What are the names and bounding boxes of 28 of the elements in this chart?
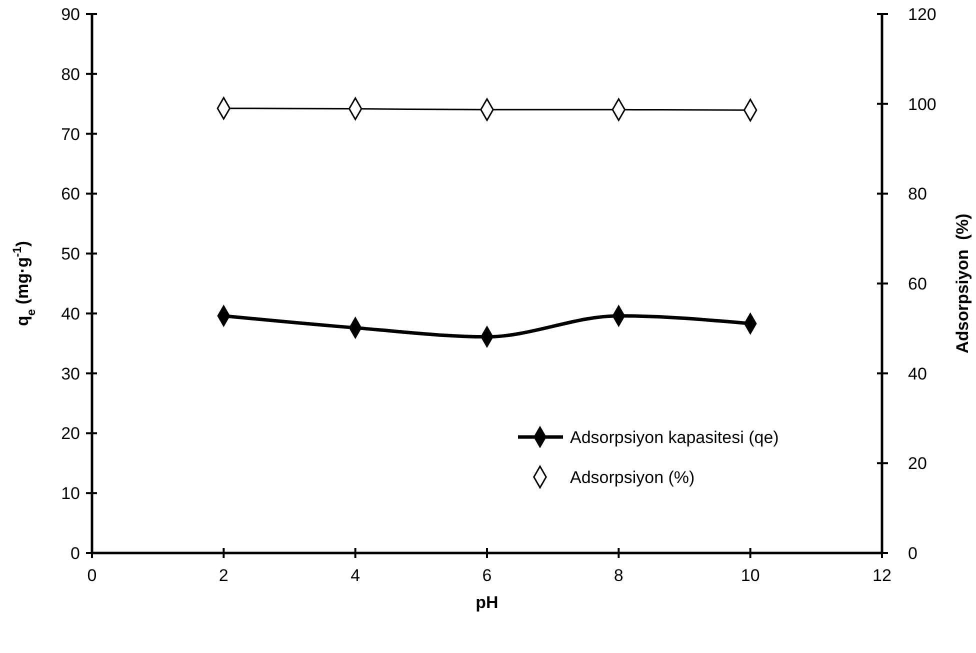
x-tick-label: 10: [740, 566, 760, 585]
x-tick-label: 0: [87, 566, 97, 585]
y2-axis-title: Adsorpsiyon (%): [953, 214, 972, 354]
legend-label: Adsorpsiyon (%): [570, 468, 695, 487]
y2-tick-label: 0: [908, 544, 918, 563]
y2-tick-label: 20: [908, 454, 927, 474]
y-tick-label: 70: [61, 124, 80, 144]
y-tick-label: 60: [61, 184, 80, 204]
x-tick-label: 12: [872, 566, 892, 585]
y2-tick-label: 120: [908, 5, 936, 24]
y2-tick-label: 40: [908, 364, 927, 384]
y-tick-label: 30: [61, 364, 80, 384]
y-tick-label: 50: [61, 244, 80, 264]
x-tick-label: 2: [218, 566, 228, 585]
y-tick-label: 0: [70, 544, 80, 563]
y-tick-label: 40: [61, 304, 80, 324]
y2-tick-label: 80: [908, 184, 927, 204]
y2-tick-label: 60: [908, 274, 927, 294]
y-tick-label: 20: [61, 424, 80, 444]
y2-tick-label: 100: [908, 94, 936, 114]
x-tick-label: 8: [614, 566, 624, 585]
x-axis-title: pH: [476, 593, 498, 612]
y-tick-label: 90: [61, 5, 80, 24]
x-tick-label: 4: [350, 566, 360, 585]
y-tick-label: 80: [61, 64, 80, 84]
x-tick-label: 6: [482, 566, 492, 585]
legend-label: Adsorpsiyon kapasitesi (qe): [570, 428, 779, 447]
y-tick-label: 10: [61, 484, 80, 504]
